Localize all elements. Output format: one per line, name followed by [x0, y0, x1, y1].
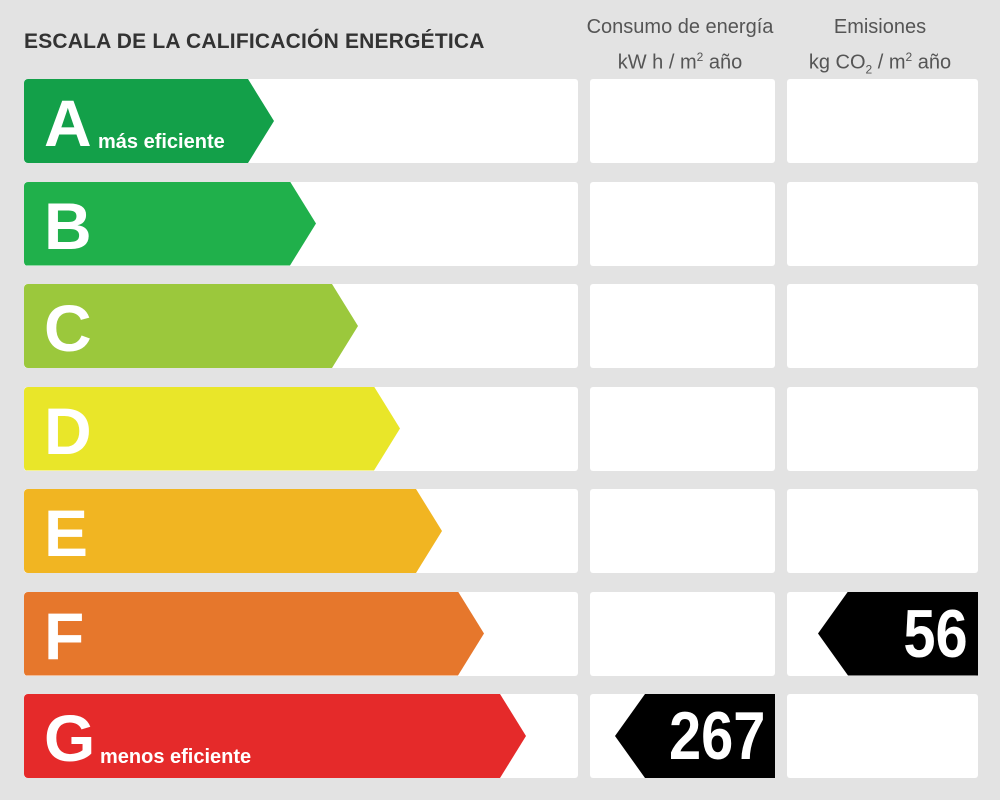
- energy-rating-badge: 267: [615, 694, 775, 778]
- emissions-cell: [787, 694, 978, 778]
- class-arrow-c: C: [24, 284, 358, 368]
- scale-title: ESCALA DE LA CALIFICACIÓN ENERGÉTICA: [24, 30, 485, 53]
- class-arrow-b: B: [24, 181, 316, 266]
- emissions-header-line1: Emisiones: [833, 16, 927, 38]
- class-letter: B: [44, 188, 92, 263]
- emissions-cell: [787, 284, 978, 368]
- class-arrow-f: F: [24, 591, 484, 676]
- class-letter: F: [44, 598, 85, 673]
- class-letter: C: [44, 291, 92, 365]
- class-letter: A: [44, 86, 92, 160]
- class-letter: G: [44, 701, 96, 775]
- class-row-b: B: [24, 181, 978, 266]
- energy-cell: [590, 591, 775, 676]
- energy-header-line1: Consumo de energía: [586, 16, 774, 38]
- energy-cell: [590, 79, 775, 163]
- class-subtitle: menos eficiente: [100, 746, 252, 768]
- class-letter: E: [44, 496, 89, 570]
- emissions-header-unit: kg CO2 / m2 año: [808, 50, 952, 77]
- energy-column-header: Consumo de energía kW h / m2 año: [580, 12, 780, 78]
- class-subtitle: más eficiente: [98, 131, 225, 153]
- class-row-f: F 56: [24, 591, 978, 676]
- emissions-rating-badge-value: 56: [903, 595, 968, 672]
- energy-cell: [590, 284, 775, 368]
- class-arrow-d: D: [24, 386, 400, 471]
- class-arrow-e: E: [24, 489, 442, 573]
- emissions-column-header: Emisiones kg CO2 / m2 año: [782, 12, 978, 85]
- energy-rating-badge-value: 267: [668, 698, 765, 774]
- class-row-c: C: [24, 284, 978, 368]
- emissions-cell: [787, 489, 978, 573]
- energy-cell: [590, 489, 775, 573]
- energy-cell: [590, 181, 775, 266]
- emissions-cell: [787, 386, 978, 471]
- energy-cell: [590, 386, 775, 471]
- energy-header-unit: kW h / m2 año: [617, 50, 743, 74]
- emissions-rating-badge: 56: [818, 591, 978, 676]
- class-row-d: D: [24, 386, 978, 471]
- emissions-cell: [787, 181, 978, 266]
- class-letter: D: [44, 393, 92, 468]
- emissions-cell: [787, 79, 978, 163]
- class-row-e: E: [24, 489, 978, 573]
